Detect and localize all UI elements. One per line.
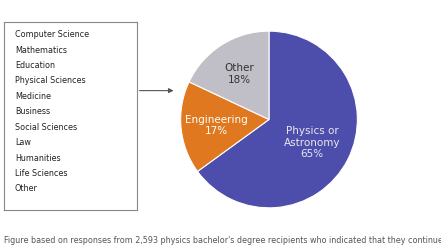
Text: Computer Science: Computer Science [15,30,89,39]
Wedge shape [198,32,357,208]
Text: Business: Business [15,107,50,116]
Text: Social Sciences: Social Sciences [15,122,77,131]
Text: Other: Other [15,184,38,193]
Text: Humanities: Humanities [15,153,60,162]
Text: Medicine: Medicine [15,92,51,100]
Wedge shape [189,32,269,120]
Text: Life Sciences: Life Sciences [15,168,67,177]
Text: Figure based on responses from 2,593 physics bachelor's degree recipients who in: Figure based on responses from 2,593 phy… [4,236,441,244]
Text: Education: Education [15,61,55,70]
Text: Engineering
17%: Engineering 17% [185,114,247,136]
Text: Other
18%: Other 18% [225,63,254,85]
Text: Physical Sciences: Physical Sciences [15,76,86,85]
Text: Law: Law [15,138,31,146]
Text: Mathematics: Mathematics [15,46,67,54]
Text: Physics or
Astronomy
65%: Physics or Astronomy 65% [284,126,340,158]
Wedge shape [181,82,269,172]
